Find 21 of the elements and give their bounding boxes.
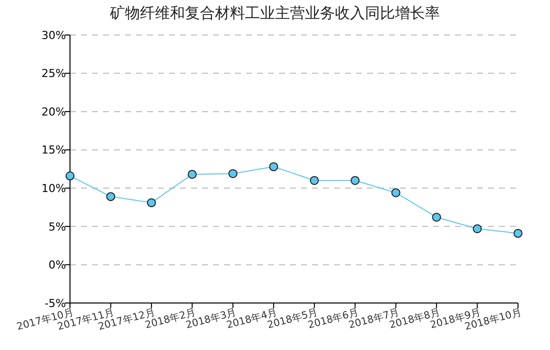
point (472, 224, 482, 234)
point (228, 169, 238, 178)
y-tick-label: 10% (42, 182, 66, 195)
y-tick-label: 15% (42, 144, 66, 157)
y-tick-label: -5% (44, 296, 66, 310)
y-tick-label: 5% (48, 220, 66, 234)
point (106, 192, 116, 202)
chart-title: 矿物纤维和复合材料工业主营业务收入同比增长率 (109, 4, 440, 22)
point (310, 176, 319, 185)
point (432, 212, 442, 222)
y-tick-label: 30% (42, 28, 66, 42)
point (350, 176, 360, 185)
point (66, 171, 74, 180)
point (146, 198, 156, 208)
y-tick-label: 20% (42, 105, 66, 118)
point (391, 188, 400, 198)
y-tick-label: 0% (48, 258, 66, 272)
y-tick-label: 25% (42, 67, 66, 80)
point (514, 228, 522, 238)
point (188, 170, 197, 179)
point (269, 162, 278, 172)
